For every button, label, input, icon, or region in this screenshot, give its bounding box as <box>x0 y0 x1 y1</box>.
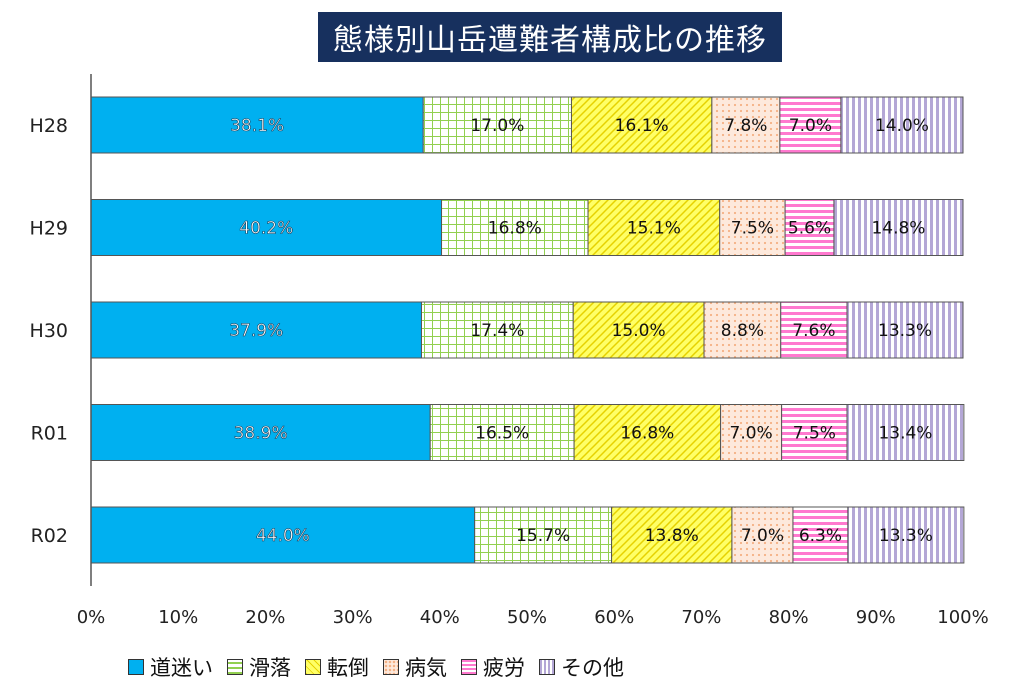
bar-H30-lost <box>90 301 422 359</box>
data-label-R02-illness: 7.0% <box>741 526 784 546</box>
x-tick-label: 30% <box>333 607 373 628</box>
bar-H29-lost <box>90 199 443 256</box>
x-tick-label: 20% <box>245 607 285 628</box>
bar-H30-other <box>846 301 964 359</box>
bar-H28-other <box>840 96 964 154</box>
y-tick-labels: H28 H29 H30 R01 R02 <box>30 115 68 547</box>
x-tick-labels: 0% 10% 20% 30% 40% 50% 60% 70% 80% 90% 100% <box>77 607 989 628</box>
bar-R01-fatigue <box>781 404 848 461</box>
data-label-H30-trip: 15.0% <box>612 321 666 341</box>
x-tick-label: 40% <box>420 607 460 628</box>
data-label-R01-trip: 16.8% <box>620 424 674 444</box>
data-label-R01-illness: 7.0% <box>730 424 773 444</box>
bars-group: 38.1% 17.0% 16.1% 7.8% 7.0% 14.0% 40.2% 16.8% 15… <box>90 96 965 564</box>
legend-item-lost: 道迷い <box>128 652 213 682</box>
data-label-R01-other: 13.4% <box>878 424 932 444</box>
bar-H29-fall <box>441 199 589 256</box>
data-label-R02-fatigue: 6.3% <box>799 526 842 546</box>
data-label-R02-lost: 44.0% <box>256 526 310 546</box>
x-tick-label: 10% <box>158 607 198 628</box>
data-label-H30-fatigue: 7.6% <box>792 321 835 341</box>
y-tick-label: R02 <box>31 525 68 547</box>
y-tick-label: H29 <box>30 218 68 240</box>
legend-swatch <box>305 659 321 675</box>
bar-H29-fatigue <box>784 199 835 256</box>
bar-R01-trip <box>573 404 722 461</box>
x-tick-label: 90% <box>856 607 896 628</box>
bar-H29-illness <box>719 199 786 256</box>
y-tick-label: R01 <box>31 423 68 445</box>
legend-item-fall: 滑落 <box>227 652 291 682</box>
legend-label: 疲労 <box>483 656 525 680</box>
x-tick-label: 70% <box>681 607 721 628</box>
bar-R02-other <box>847 506 965 564</box>
data-label-H30-lost: 37.9% <box>229 321 283 341</box>
bar-H30-fall <box>420 301 574 359</box>
legend-swatch <box>227 659 243 675</box>
legend: 道迷い 滑落 転倒 病気 疲労 その他 <box>128 652 638 682</box>
bar-H29-other <box>833 199 964 256</box>
bar-R02-trip <box>611 506 733 564</box>
bar-R02-fatigue <box>792 506 849 564</box>
data-label-H29-trip: 15.1% <box>627 219 681 239</box>
y-tick-label: H30 <box>30 320 68 342</box>
bar-H29-trip <box>587 199 721 256</box>
legend-label: 滑落 <box>249 656 291 680</box>
legend-item-fatigue: 疲労 <box>461 652 525 682</box>
data-label-H30-other: 13.3% <box>878 321 932 341</box>
chart-title: 態様別山岳遭難者構成比の推移 <box>318 12 782 62</box>
data-label-H29-fatigue: 5.6% <box>788 219 831 239</box>
data-label-R02-fall: 15.7% <box>516 526 570 546</box>
y-tick-label: H28 <box>30 115 68 137</box>
data-label-R02-trip: 13.8% <box>645 526 699 546</box>
data-label-H28-fall: 17.0% <box>470 116 524 136</box>
data-label-R01-lost: 38.9% <box>234 424 288 444</box>
x-tick-label: 100% <box>937 607 988 628</box>
x-tick-label: 0% <box>77 607 106 628</box>
bar-H28-lost <box>90 96 424 154</box>
legend-label: 転倒 <box>327 656 369 680</box>
legend-swatch <box>128 659 144 675</box>
data-label-R01-fall: 16.5% <box>475 424 529 444</box>
data-label-H29-fall: 16.8% <box>488 219 542 239</box>
legend-item-illness: 病気 <box>383 652 447 682</box>
bar-H28-fatigue <box>779 96 842 154</box>
legend-label: 道迷い <box>150 656 213 680</box>
bar-R01-other <box>846 404 965 461</box>
x-tick-label: 60% <box>594 607 634 628</box>
data-label-R01-fatigue: 7.5% <box>793 424 836 444</box>
bar-R02-lost <box>90 506 476 564</box>
legend-swatch <box>383 659 399 675</box>
x-tick-label: 80% <box>769 607 809 628</box>
data-label-H28-fatigue: 7.0% <box>789 116 832 136</box>
legend-item-other: その他 <box>539 652 624 682</box>
data-label-H28-trip: 16.1% <box>615 116 669 136</box>
data-label-H29-lost: 40.2% <box>239 219 293 239</box>
bar-R02-illness <box>731 506 794 564</box>
legend-label: その他 <box>561 656 624 680</box>
data-label-H28-lost: 38.1% <box>230 116 284 136</box>
x-tick-label: 50% <box>507 607 547 628</box>
legend-swatch <box>461 659 477 675</box>
legend-item-trip: 転倒 <box>305 652 369 682</box>
bar-H30-fatigue <box>780 301 848 359</box>
legend-swatch <box>539 659 555 675</box>
data-label-H30-illness: 8.8% <box>721 321 764 341</box>
legend-label: 病気 <box>405 656 447 680</box>
data-label-H28-other: 14.0% <box>875 116 929 136</box>
data-label-H29-illness: 7.5% <box>731 219 774 239</box>
data-label-R02-other: 13.3% <box>879 526 933 546</box>
bar-H28-illness <box>711 96 781 154</box>
bar-R02-fall <box>474 506 613 564</box>
data-label-H28-illness: 7.8% <box>724 116 767 136</box>
data-label-H29-other: 14.8% <box>871 219 925 239</box>
data-label-H30-fall: 17.4% <box>470 321 524 341</box>
